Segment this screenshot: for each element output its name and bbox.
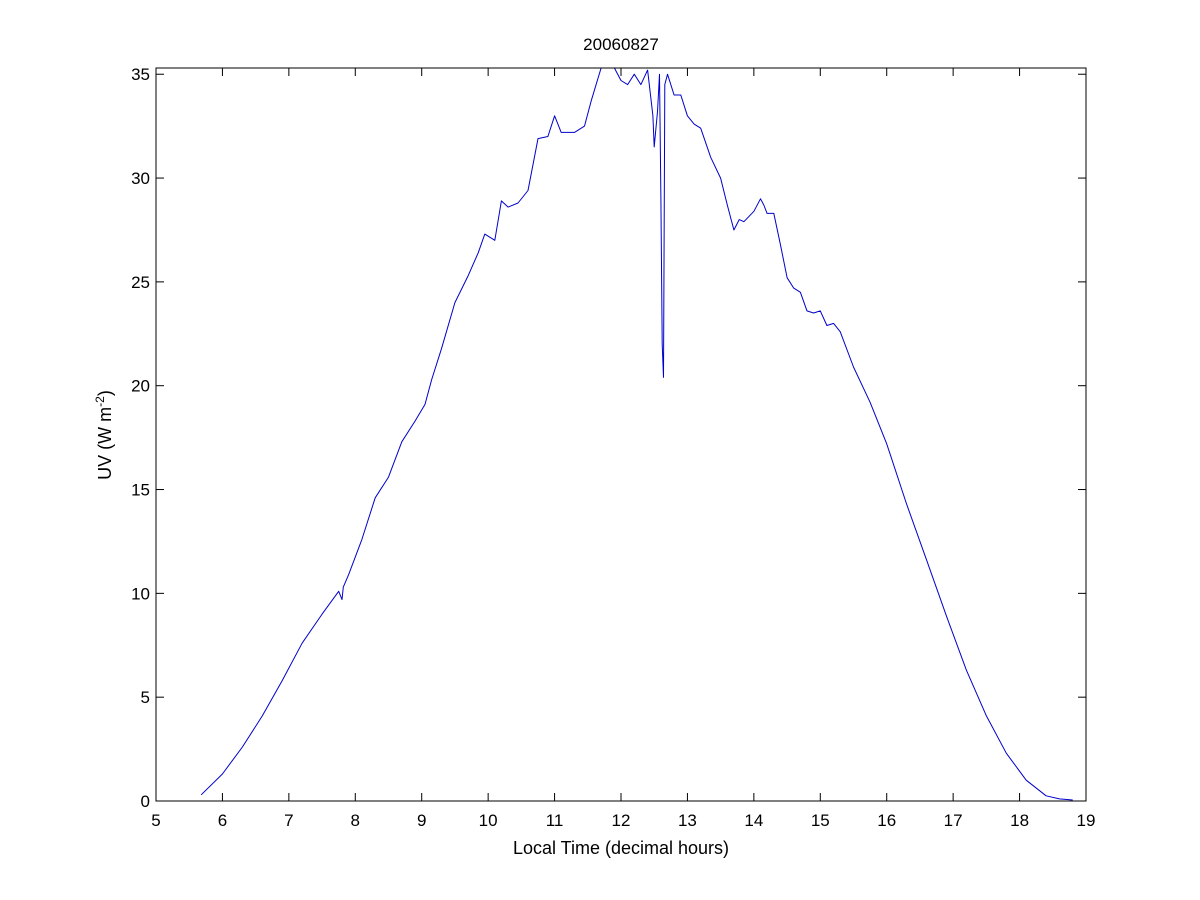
y-tick-label: 10 — [131, 584, 150, 603]
x-tick-label: 18 — [1010, 811, 1029, 830]
y-axis-ticks: 0 5 10 15 20 25 30 35 — [131, 65, 1086, 811]
plot-area — [156, 68, 1086, 801]
x-tick-label: 11 — [546, 811, 564, 830]
x-tick-label: 14 — [744, 811, 763, 830]
x-tick-label: 6 — [218, 811, 227, 830]
y-axis-label-superscript: -2 — [93, 396, 107, 407]
y-tick-label: 5 — [141, 688, 150, 707]
y-tick-label: 25 — [131, 273, 150, 292]
x-tick-label: 10 — [479, 811, 498, 830]
x-tick-label: 8 — [351, 811, 360, 830]
y-axis-label: UV (W m-2) — [93, 390, 115, 480]
x-tick-label: 9 — [417, 811, 426, 830]
chart-title: 20060827 — [583, 35, 659, 54]
y-tick-label: 0 — [141, 792, 150, 811]
x-tick-label: 15 — [811, 811, 830, 830]
x-tick-label: 19 — [1077, 811, 1096, 830]
x-tick-label: 17 — [944, 811, 963, 830]
x-axis-ticks: 5 6 7 8 9 10 11 12 13 14 15 16 17 18 19 — [151, 68, 1095, 830]
y-axis-label-main: UV (W m — [95, 407, 115, 480]
x-tick-label: 16 — [877, 811, 896, 830]
y-tick-label: 35 — [131, 65, 150, 84]
plot-frame — [155, 67, 1087, 802]
x-tick-label: 12 — [612, 811, 631, 830]
x-tick-label: 5 — [151, 811, 160, 830]
y-tick-label: 20 — [131, 377, 150, 396]
y-tick-label: 30 — [131, 169, 150, 188]
x-tick-label: 13 — [678, 811, 697, 830]
y-tick-label: 15 — [131, 481, 150, 500]
x-tick-label: 7 — [284, 811, 293, 830]
x-axis-label: Local Time (decimal hours) — [513, 838, 729, 858]
y-axis-label-close: ) — [95, 390, 115, 396]
uv-series-line — [200, 67, 1073, 801]
